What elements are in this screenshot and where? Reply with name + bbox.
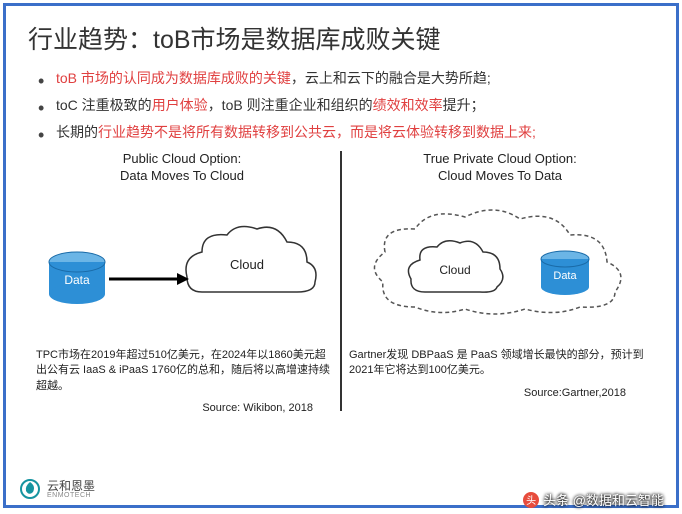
bullet-text-mid: ，toB 则注重企业和组织的 — [208, 97, 373, 113]
bullet-text-red: 行业趋势不是将所有数据转移到公共云，而是将云体验转移到数据上来; — [98, 124, 536, 140]
bullet-text-tail: 提升； — [443, 97, 485, 113]
db-label: Data — [553, 270, 577, 282]
logo-cn: 云和恩墨 — [47, 480, 95, 492]
database-icon: Data — [49, 252, 105, 304]
bullet-list: toB 市场的认同成为数据库成败的关键，云上和云下的融合是大势所趋; toC 注… — [28, 68, 654, 143]
bullet-item: 长期的行业趋势不是将所有数据转移到公共云，而是将云体验转移到数据上来; — [36, 122, 654, 143]
right-diagram-title: True Private Cloud Option: Cloud Moves T… — [423, 151, 576, 185]
right-source: Source:Gartner,2018 — [349, 387, 646, 399]
db-label: Data — [64, 273, 90, 287]
attribution-badge-icon: 头 — [523, 492, 539, 508]
bullet-text-red: toB 市场的认同成为数据库成败的关键 — [56, 70, 291, 86]
slide-frame: 行业趋势：toB市场是数据库成败关键 toB 市场的认同成为数据库成败的关键，云… — [3, 3, 679, 508]
right-title-l2: Cloud Moves To Data — [438, 168, 562, 183]
right-diagram: True Private Cloud Option: Cloud Moves T… — [346, 151, 654, 344]
attribution-handle: @数据和云智能 — [573, 493, 664, 508]
attribution: 头 头条 @数据和云智能 — [517, 488, 670, 511]
right-caption: Gartner发现 DBPaaS 是 PaaS 领域增长最快的部分，预计到202… — [349, 348, 646, 379]
right-title-l1: True Private Cloud Option: — [423, 151, 576, 166]
slide-title: 行业趋势：toB市场是数据库成败关键 — [28, 20, 654, 56]
logo-en: ENMOTECH — [47, 492, 95, 499]
attribution-text: 头条 @数据和云智能 — [543, 490, 664, 509]
logo-icon — [19, 478, 41, 500]
left-diagram-svg: Cloud Data — [37, 187, 327, 337]
left-caption: TPC市场在2019年超过510亿美元，在2024年以1860美元超出公有云 I… — [36, 348, 333, 394]
bullet-text-pre: 长期的 — [56, 124, 98, 140]
bullet-text-red: 用户体验 — [152, 97, 208, 113]
database-icon: Data — [541, 251, 589, 295]
diagram-row: Public Cloud Option: Data Moves To Cloud… — [28, 151, 654, 344]
bullet-item: toC 注重极致的用户体验，toB 则注重企业和组织的绩效和效率提升； — [36, 95, 654, 116]
left-source: Source: Wikibon, 2018 — [36, 402, 333, 414]
attribution-prefix: 头条 — [543, 493, 573, 508]
logo: 云和恩墨 ENMOTECH — [19, 478, 95, 500]
left-title-l2: Data Moves To Cloud — [120, 168, 244, 183]
cloud-icon: Cloud — [186, 226, 316, 291]
bullet-item: toB 市场的认同成为数据库成败的关键，云上和云下的融合是大势所趋; — [36, 68, 654, 89]
left-diagram: Public Cloud Option: Data Moves To Cloud… — [28, 151, 336, 344]
bullet-text-pre: toC 注重极致的 — [56, 97, 152, 113]
cloud-label: Cloud — [230, 257, 264, 272]
left-diagram-title: Public Cloud Option: Data Moves To Cloud — [120, 151, 244, 185]
arrow-icon — [109, 273, 189, 285]
left-caption-col: TPC市场在2019年超过510亿美元，在2024年以1860美元超出公有云 I… — [28, 348, 341, 414]
vertical-divider — [340, 151, 342, 411]
logo-text: 云和恩墨 ENMOTECH — [47, 480, 95, 499]
right-caption-col: Gartner发现 DBPaaS 是 PaaS 领域增长最快的部分，预计到202… — [341, 348, 654, 414]
left-title-l1: Public Cloud Option: — [123, 151, 242, 166]
cloud-label: Cloud — [439, 263, 470, 277]
right-diagram-svg: Cloud Data — [355, 187, 645, 337]
bullet-text-red2: 绩效和效率 — [373, 97, 443, 113]
cloud-icon: Cloud — [408, 241, 502, 292]
bullet-text-mid: ，云上和云下的融合是大势所趋; — [291, 70, 491, 86]
